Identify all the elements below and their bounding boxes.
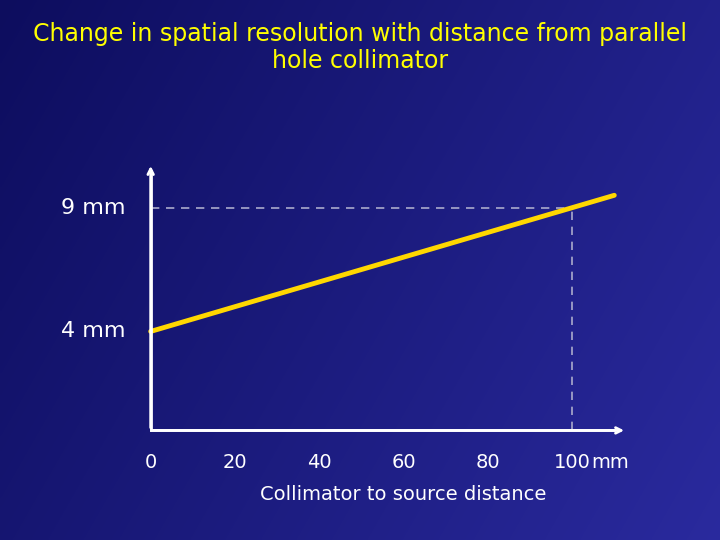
Text: 100: 100 [554, 453, 590, 472]
Text: 0: 0 [145, 453, 157, 472]
Text: 4 mm: 4 mm [61, 321, 125, 341]
Text: 20: 20 [222, 453, 247, 472]
Text: Change in spatial resolution with distance from parallel
hole collimator: Change in spatial resolution with distan… [33, 22, 687, 73]
Text: 60: 60 [391, 453, 416, 472]
Text: 80: 80 [475, 453, 500, 472]
Text: 9 mm: 9 mm [61, 198, 125, 218]
Text: Collimator to source distance: Collimator to source distance [261, 485, 546, 504]
Text: mm: mm [591, 453, 629, 472]
Text: 40: 40 [307, 453, 332, 472]
